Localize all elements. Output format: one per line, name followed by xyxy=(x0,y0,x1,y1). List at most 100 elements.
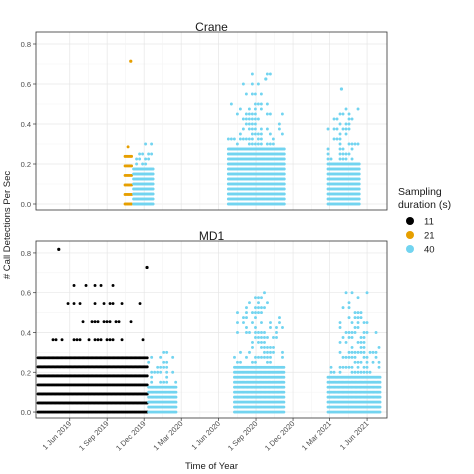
data-point xyxy=(156,365,160,369)
data-point xyxy=(150,152,154,156)
data-point xyxy=(162,365,166,369)
data-point xyxy=(338,147,342,151)
data-point xyxy=(359,336,363,339)
data-point xyxy=(332,137,336,141)
data-point xyxy=(365,321,369,324)
legend-label: 11 xyxy=(424,217,434,228)
data-point xyxy=(174,385,178,389)
data-point xyxy=(254,296,257,300)
data-point xyxy=(371,350,375,354)
data-point xyxy=(260,296,263,300)
data-point xyxy=(365,355,369,359)
data-point xyxy=(269,345,272,349)
data-point xyxy=(347,117,351,121)
data-point xyxy=(341,365,345,369)
data-point xyxy=(162,350,166,354)
legend-key-11 xyxy=(406,217,414,225)
data-point xyxy=(357,197,361,201)
data-point xyxy=(145,365,149,369)
data-point xyxy=(329,370,333,374)
data-point xyxy=(357,187,361,191)
data-point xyxy=(226,137,230,141)
data-point xyxy=(269,355,272,359)
data-point xyxy=(159,370,163,374)
data-point xyxy=(344,340,348,344)
data-point xyxy=(102,320,106,324)
strip-label: Crane xyxy=(195,20,228,34)
y-tick-label: 0.4 xyxy=(21,328,31,337)
data-point xyxy=(282,390,286,394)
data-point xyxy=(253,132,257,136)
data-point xyxy=(229,102,233,106)
data-point xyxy=(341,306,345,310)
x-tick-label: 1 Jun 2021 xyxy=(338,419,371,452)
data-point xyxy=(250,127,254,131)
data-point xyxy=(260,311,263,315)
data-point xyxy=(151,172,155,176)
data-point xyxy=(159,365,163,369)
data-point xyxy=(165,360,169,364)
data-point xyxy=(339,87,344,91)
data-point xyxy=(130,202,134,206)
data-point xyxy=(250,137,254,141)
data-point xyxy=(93,302,97,305)
data-point xyxy=(153,370,157,374)
data-point xyxy=(120,302,124,305)
y-tick-label: 0.6 xyxy=(21,80,31,89)
data-point xyxy=(235,112,239,116)
data-point xyxy=(259,127,263,131)
data-point xyxy=(266,301,269,305)
data-point xyxy=(162,380,166,384)
data-point xyxy=(254,326,257,329)
data-point xyxy=(350,365,354,369)
data-point xyxy=(253,92,257,96)
data-point xyxy=(174,380,178,384)
data-point xyxy=(347,365,351,369)
data-point xyxy=(344,107,348,111)
data-point xyxy=(256,137,260,141)
data-point xyxy=(282,177,286,181)
data-point xyxy=(272,336,275,339)
strip-md1 xyxy=(36,231,387,241)
data-point xyxy=(244,122,248,126)
data-point xyxy=(344,152,348,156)
data-point xyxy=(159,355,163,359)
data-point xyxy=(90,320,94,324)
y-axis-title: # Call Detections Per Sec xyxy=(2,171,13,279)
data-point xyxy=(144,157,148,161)
data-point xyxy=(266,345,269,349)
data-point xyxy=(117,320,121,324)
data-point xyxy=(356,142,360,146)
data-point xyxy=(356,360,360,364)
data-point xyxy=(353,350,357,354)
data-point xyxy=(350,336,354,339)
data-point xyxy=(350,370,354,374)
data-point xyxy=(257,331,260,334)
data-point xyxy=(269,321,272,324)
data-point xyxy=(256,142,260,146)
data-point xyxy=(347,301,351,305)
data-point xyxy=(275,331,278,334)
data-point xyxy=(256,102,260,106)
data-point xyxy=(347,350,351,354)
data-point xyxy=(253,127,257,131)
data-point xyxy=(357,167,361,171)
data-point xyxy=(102,302,106,305)
data-point xyxy=(281,326,284,329)
panel-border xyxy=(35,240,388,419)
data-point xyxy=(353,331,357,334)
data-point xyxy=(374,331,378,334)
data-point xyxy=(159,380,163,384)
data-point xyxy=(259,102,263,106)
data-point xyxy=(232,137,236,141)
data-point xyxy=(350,157,354,161)
data-point xyxy=(377,365,381,369)
data-point xyxy=(236,311,239,315)
data-point xyxy=(268,72,272,76)
data-point xyxy=(362,340,366,344)
data-point xyxy=(359,360,363,364)
y-tick-label: 0.6 xyxy=(21,289,31,298)
data-point xyxy=(341,112,345,116)
data-point xyxy=(165,375,169,379)
data-point xyxy=(341,157,345,161)
